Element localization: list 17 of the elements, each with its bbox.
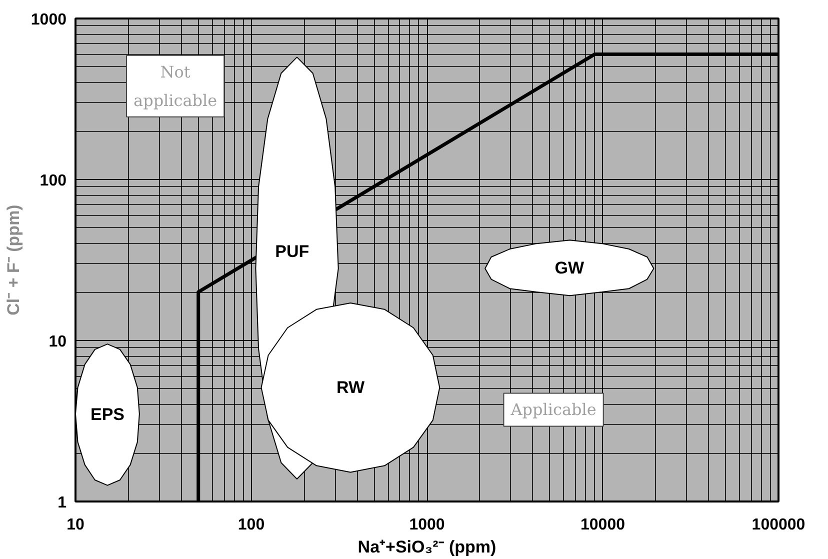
y-tick-label: 100: [40, 172, 67, 190]
x-tick-label: 10: [66, 516, 84, 534]
series-label: EPS: [90, 405, 125, 424]
x-tick-label: 100: [238, 516, 265, 534]
series-label: GW: [554, 258, 585, 278]
x-tick-label: 100000: [752, 516, 806, 534]
y-tick-label: 10: [48, 334, 67, 350]
y-tick-label: 1: [58, 494, 67, 512]
y-tick-label: 1000: [30, 12, 67, 28]
y-axis-title: Cl⁻ + F⁻ (ppm): [4, 204, 23, 316]
annotation: Not applicable: [134, 62, 218, 110]
annotation: Applicable: [510, 400, 596, 420]
x-tick-label: 10000: [580, 516, 626, 534]
x-axis-title: Na⁺+SiO₃²⁻ (ppm): [358, 538, 496, 556]
series-label: PUF: [275, 242, 310, 262]
series-label: RW: [336, 378, 366, 398]
x-tick-label: 1000: [409, 516, 445, 534]
